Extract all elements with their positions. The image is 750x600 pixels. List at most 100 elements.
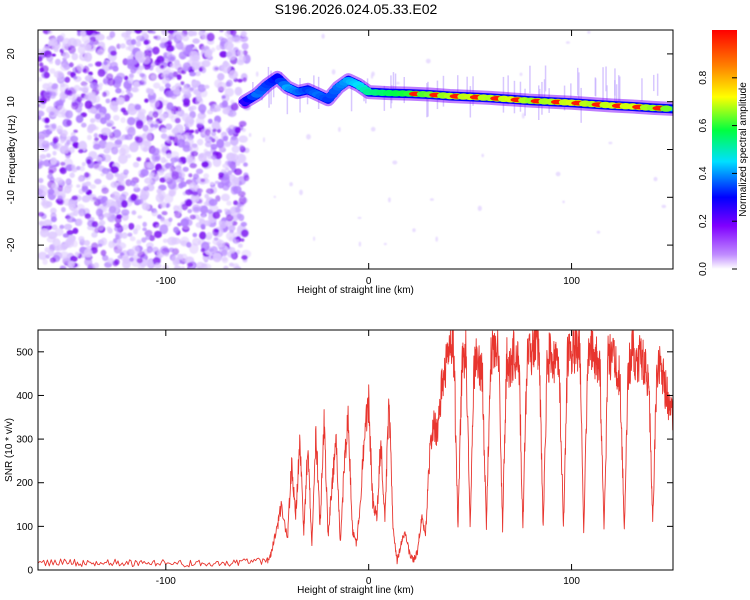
noise-speckle: [221, 169, 226, 173]
noise-speckle: [204, 84, 210, 89]
noise-speckle: [77, 175, 84, 183]
noise-speckle: [211, 154, 217, 160]
snr-series: [38, 330, 673, 568]
noise-speckle: [65, 110, 73, 119]
noise-speckle: [63, 198, 72, 206]
noise-speckle: [38, 221, 44, 226]
noise-speckle: [173, 88, 181, 95]
noise-speckle: [122, 259, 131, 269]
noise-speckle: [68, 146, 75, 154]
noise-speckle: [83, 248, 93, 258]
noise-speckle: [185, 189, 193, 196]
noise-speckle: [107, 78, 116, 86]
noise-speckle: [519, 72, 523, 77]
noise-speckle: [127, 77, 134, 84]
colorbar-tick-label: 0.6: [698, 118, 709, 132]
noise-speckle: [64, 89, 72, 96]
noise-speckle: [197, 84, 207, 93]
noise-speckle: [223, 265, 229, 269]
noise-speckle: [113, 114, 120, 121]
noise-speckle: [60, 161, 66, 166]
noise-speckle: [84, 44, 92, 52]
ridge-streak: [656, 73, 659, 96]
ridge-streak: [392, 72, 395, 96]
ridge-streak: [543, 79, 546, 99]
noise-speckle: [136, 239, 142, 246]
noise-speckle: [131, 87, 138, 93]
colorbar-tick-label: 0.2: [698, 214, 709, 228]
noise-speckle: [81, 185, 89, 193]
spectrogram-y-tick-label: 0: [6, 146, 17, 152]
noise-speckle: [52, 143, 58, 149]
noise-speckle: [156, 169, 165, 176]
noise-speckle: [89, 194, 97, 202]
noise-speckle: [68, 203, 77, 211]
noise-speckle: [135, 136, 143, 144]
noise-speckle: [88, 63, 93, 67]
noise-speckle: [216, 128, 221, 133]
noise-speckle: [233, 200, 239, 206]
noise-speckle: [263, 137, 265, 143]
noise-speckle: [187, 30, 195, 37]
noise-speckle: [152, 111, 159, 118]
noise-speckle: [225, 167, 230, 171]
noise-speckle: [218, 36, 224, 41]
noise-speckle: [140, 168, 149, 177]
noise-speckle: [65, 178, 72, 186]
noise-speckle: [70, 255, 78, 262]
noise-speckle: [113, 75, 123, 85]
noise-speckle: [129, 257, 134, 262]
noise-speckle: [201, 214, 206, 219]
noise-speckle: [111, 126, 116, 130]
noise-speckle: [72, 143, 80, 149]
noise-speckle: [229, 207, 236, 214]
noise-speckle: [45, 201, 53, 208]
noise-speckle: [87, 216, 95, 222]
noise-speckle: [134, 104, 141, 111]
noise-speckle: [39, 97, 47, 105]
noise-speckle: [219, 30, 224, 33]
noise-speckle: [68, 45, 76, 54]
noise-speckle: [255, 71, 259, 77]
noise-speckle: [213, 237, 219, 241]
noise-speckle: [200, 223, 206, 229]
noise-speckle: [191, 204, 201, 214]
noise-speckle: [51, 183, 59, 190]
noise-speckle: [238, 55, 246, 63]
noise-speckle: [215, 195, 221, 202]
noise-speckle: [174, 124, 184, 133]
noise-speckle: [84, 172, 90, 178]
noise-speckle: [435, 236, 439, 242]
noise-speckle: [124, 58, 131, 65]
noise-speckle: [103, 60, 108, 66]
noise-speckle: [60, 138, 66, 144]
noise-speckle: [203, 148, 208, 154]
noise-speckle: [152, 257, 161, 265]
noise-speckle: [143, 56, 151, 65]
noise-speckle: [86, 158, 92, 165]
noise-speckle: [126, 83, 131, 87]
noise-speckle: [178, 208, 183, 214]
noise-speckle: [211, 47, 216, 53]
noise-speckle: [215, 44, 222, 51]
noise-speckle: [125, 46, 130, 51]
noise-speckle: [150, 123, 155, 128]
noise-speckle: [76, 218, 83, 227]
noise-speckle: [180, 81, 185, 86]
noise-speckle: [171, 171, 180, 180]
noise-speckle: [227, 109, 237, 118]
noise-speckle: [109, 31, 116, 38]
ridge-streak: [615, 84, 618, 109]
noise-speckle: [145, 235, 151, 241]
ridge-streak: [618, 75, 620, 103]
noise-speckle: [81, 122, 87, 128]
noise-speckle: [204, 48, 213, 56]
noise-speckle: [73, 76, 78, 80]
noise-speckle: [63, 185, 72, 194]
noise-speckle: [142, 146, 149, 152]
snr-y-tick-label: 500: [16, 347, 33, 358]
noise-speckle: [186, 178, 194, 187]
noise-speckle: [151, 30, 156, 34]
noise-speckle: [38, 133, 46, 142]
